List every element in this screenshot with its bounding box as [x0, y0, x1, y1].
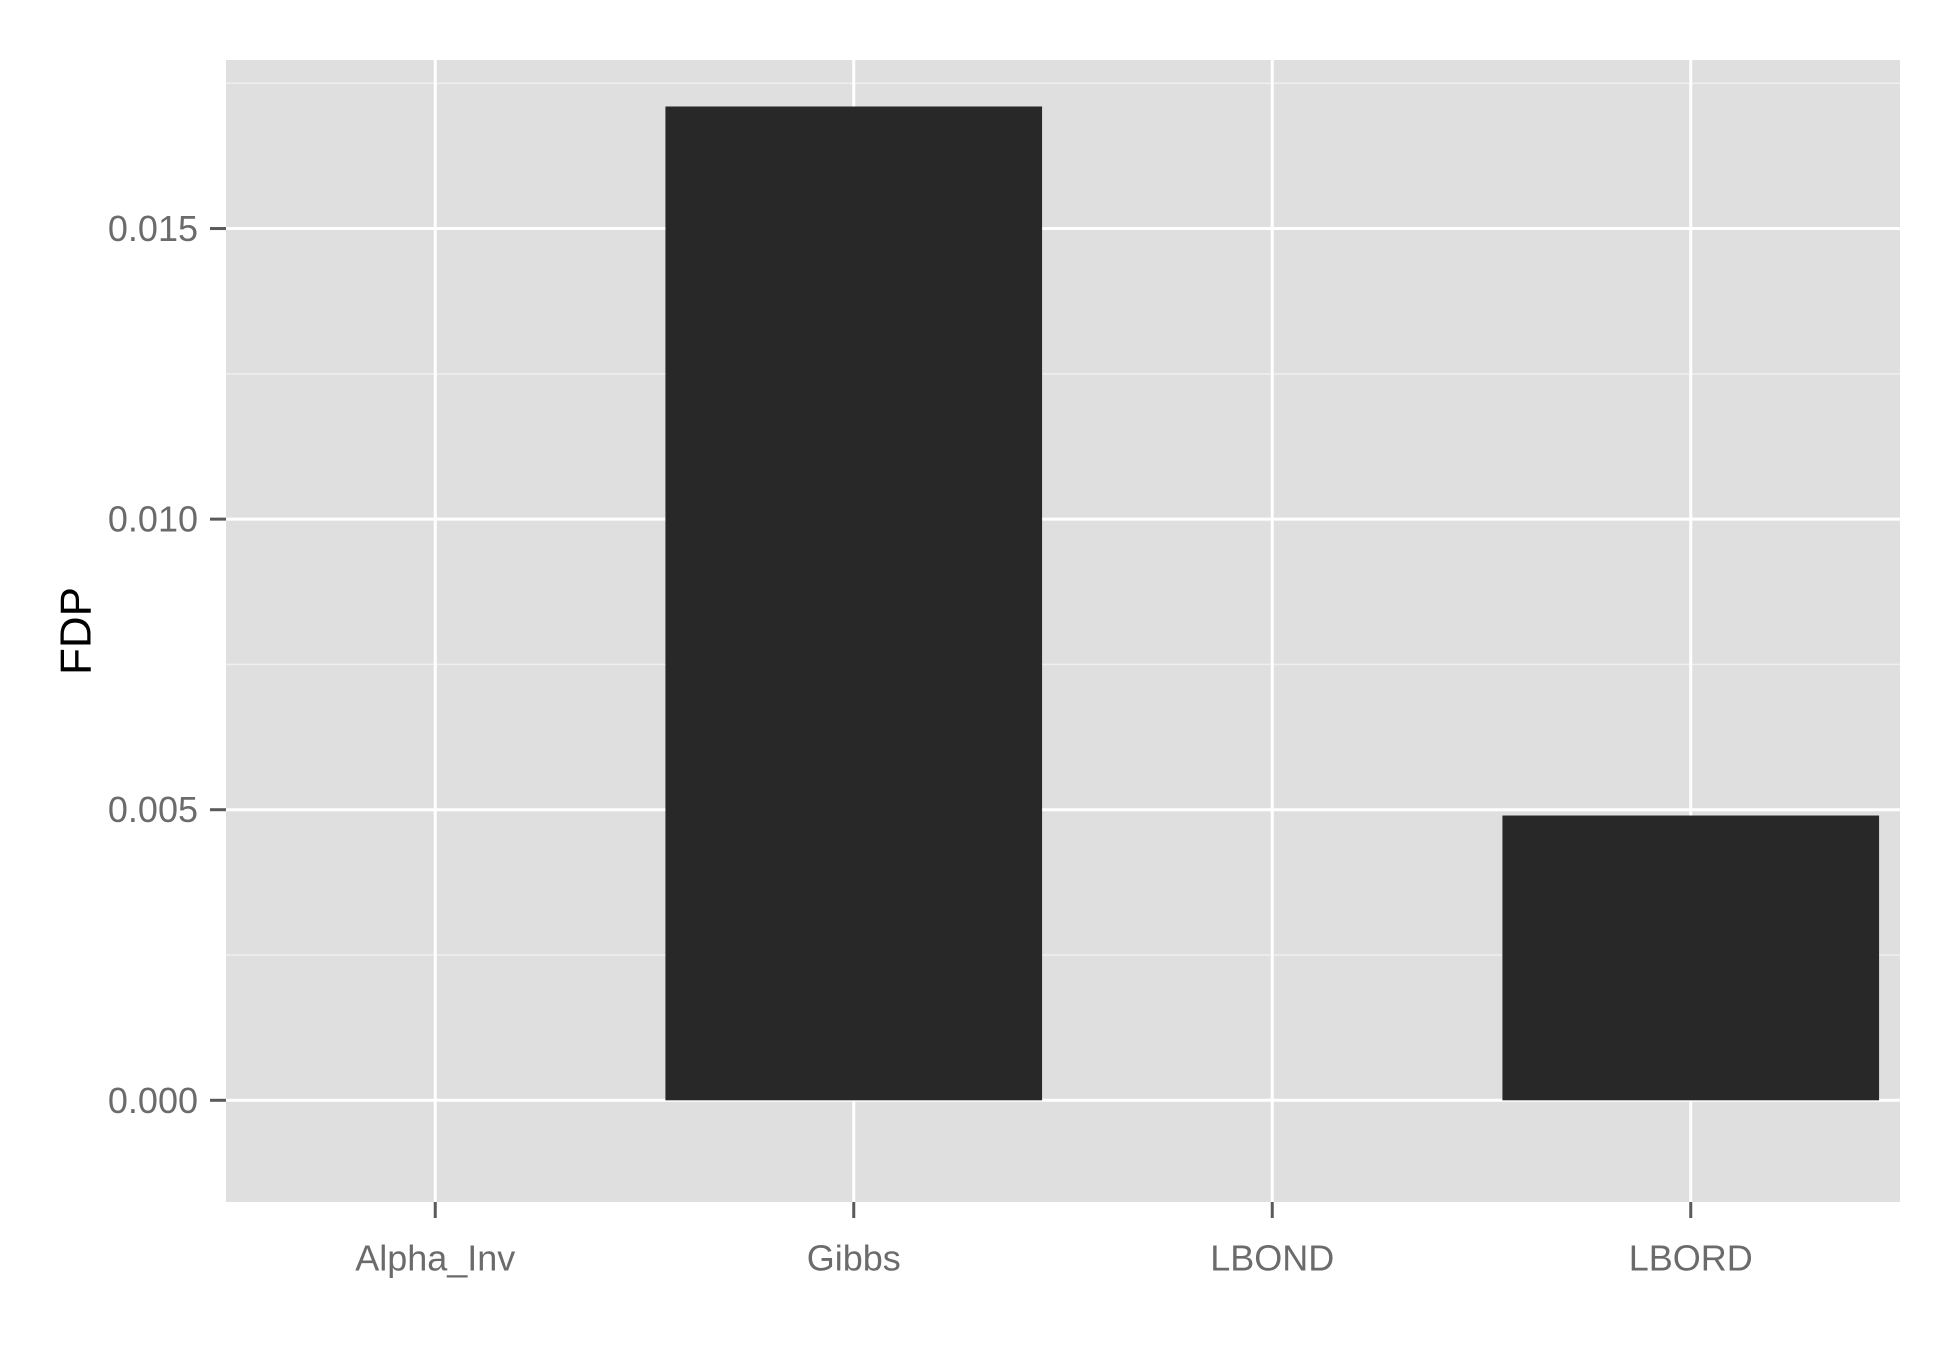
x-tick-label: LBORD [1629, 1238, 1753, 1279]
x-axis: Alpha_Inv Gibbs LBOND LBORD [355, 1202, 1753, 1279]
bar-lbord [1502, 815, 1880, 1101]
y-tick-label: 0.015 [108, 208, 198, 249]
y-axis-title: FDP [52, 587, 101, 675]
y-tick-label: 0.010 [108, 499, 198, 540]
y-axis: 0.000 0.005 0.010 0.015 [108, 208, 226, 1121]
x-tick-label: Alpha_Inv [355, 1238, 515, 1279]
y-tick-label: 0.000 [108, 1080, 198, 1121]
y-tick-label: 0.005 [108, 789, 198, 830]
x-tick-label: Gibbs [807, 1238, 901, 1279]
x-tick-label: LBOND [1210, 1238, 1334, 1279]
bars [665, 106, 1880, 1101]
bar-gibbs [665, 106, 1043, 1101]
